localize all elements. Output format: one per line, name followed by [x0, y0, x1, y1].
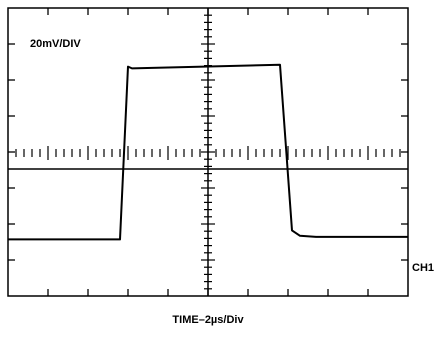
channel-label: CH1	[412, 262, 434, 274]
signal-trace	[8, 63, 408, 241]
graticule-ticks	[8, 8, 408, 296]
vertical-scale-label: 20mV/DIV	[30, 38, 81, 50]
x-axis-label: TIME–2µs/Div	[172, 314, 244, 326]
